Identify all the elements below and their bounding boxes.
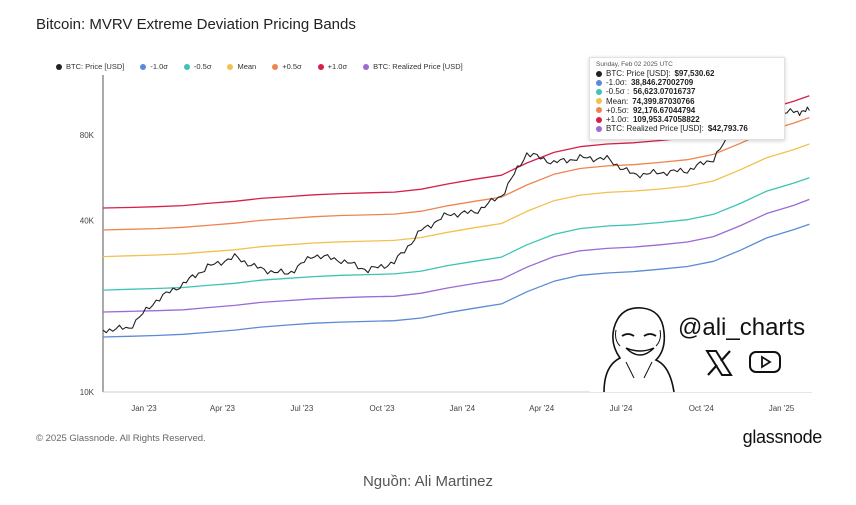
x-tick-label: Oct '23 — [370, 404, 396, 413]
series-line — [102, 223, 810, 338]
tooltip-label: +1.0σ: — [606, 115, 629, 125]
x-tick-label: Jul '24 — [610, 404, 633, 413]
tooltip-dot-icon — [596, 125, 602, 132]
legend-dot-icon — [363, 63, 370, 70]
legend-label: -1.0σ — [150, 62, 168, 71]
x-tick-label: Oct '24 — [689, 404, 715, 413]
x-tick-label: Jan '23 — [131, 404, 157, 413]
y-tick-label: 40K — [80, 217, 95, 226]
tooltip-label: BTC: Realized Price [USD]: — [606, 124, 704, 134]
y-tick-label: 80K — [80, 131, 95, 140]
tooltip-value: 38,846.27002709 — [630, 78, 694, 88]
legend-dot-icon — [317, 63, 324, 70]
legend-dot-icon — [183, 63, 190, 70]
tooltip-dot-icon — [596, 107, 602, 114]
tooltip-row: -1.0σ: 38,846.27002709 — [596, 78, 778, 87]
series-line — [102, 198, 810, 313]
y-tick-label: 10K — [80, 388, 95, 397]
x-tick-label: Apr '24 — [529, 404, 555, 413]
legend-item[interactable]: +1.0σ — [317, 62, 348, 71]
glassnode-logo: glassnode — [742, 427, 823, 447]
legend-dot-icon — [140, 63, 147, 70]
legend: BTC: Price [USD] -1.0σ -0.5σ Mean +0.5σ +1.0σ… — [56, 62, 463, 71]
promo-handle: @ali_charts — [678, 314, 806, 341]
tooltip-dot-icon — [596, 79, 602, 86]
legend-dot-icon — [56, 63, 62, 70]
tooltip-label: +0.5σ: — [606, 105, 629, 115]
tooltip-dot-icon — [596, 98, 602, 105]
series-line — [102, 116, 810, 231]
legend-item[interactable]: BTC: Price [USD] — [56, 62, 124, 71]
series-line — [102, 177, 810, 291]
copyright-text: © 2025 Glassnode. All Rights Reserved. — [36, 433, 206, 444]
x-tick-label: Jan '25 — [769, 404, 795, 413]
tooltip-row: BTC: Realized Price [USD]: $42,793.76 — [596, 124, 778, 133]
tooltip-row: +0.5σ: 92,176.67044794 — [596, 106, 778, 115]
legend-dot-icon — [227, 63, 234, 70]
legend-label: +0.5σ — [282, 62, 302, 71]
x-logo-icon[interactable] — [704, 348, 734, 378]
tooltip-row: -0.5σ :56,623.07016737 — [596, 87, 778, 96]
tooltip-value: 109,953.47058822 — [632, 115, 700, 125]
legend-label: Mean — [237, 62, 257, 71]
tooltip-label: -0.5σ : — [606, 87, 630, 97]
legend-label: BTC: Price [USD] — [66, 62, 125, 71]
x-tick-label: Jan '24 — [450, 404, 476, 413]
series-line — [102, 106, 810, 334]
chart-title: Bitcoin: MVRV Extreme Deviation Pricing … — [36, 16, 356, 33]
tooltip-value: $42,793.76 — [707, 124, 748, 134]
tooltip-value: 74,399.87030766 — [632, 96, 695, 106]
youtube-icon[interactable] — [748, 348, 782, 376]
x-tick-label: Jul '23 — [290, 404, 313, 413]
tooltip-label: Mean: — [606, 96, 629, 106]
x-tick-label: Apr '23 — [210, 404, 236, 413]
promo-card: @ali_charts — [590, 300, 816, 392]
tooltip-row: Mean: 74,399.87030766 — [596, 97, 778, 106]
legend-dot-icon — [272, 63, 279, 70]
legend-item[interactable]: Mean — [227, 62, 256, 71]
tooltip-dot-icon — [596, 70, 602, 77]
legend-label: BTC: Realized Price [USD] — [373, 62, 463, 71]
tooltip-value: $97,530.62 — [674, 69, 715, 78]
tooltip-value: 92,176.67044794 — [632, 105, 696, 115]
tooltip-value: 56,623.07016737 — [633, 87, 696, 97]
legend-label: +1.0σ — [327, 62, 348, 71]
tooltip: Sunday, Feb 02 2025 UTC BTC: Price [USD]… — [589, 57, 785, 140]
legend-item[interactable]: -1.0σ — [140, 62, 168, 71]
meme-face-icon — [603, 307, 675, 392]
tooltip-label: BTC: Price [USD]: — [606, 69, 671, 78]
legend-item[interactable]: -0.5σ — [183, 62, 212, 71]
tooltip-date: Sunday, Feb 02 2025 UTC — [596, 61, 673, 68]
tooltip-dot-icon — [596, 116, 602, 123]
legend-label: -0.5σ — [193, 62, 212, 71]
tooltip-row: BTC: Price [USD]: $97,530.62 — [596, 69, 778, 78]
tooltip-label: -1.0σ: — [606, 78, 627, 88]
legend-item[interactable]: +0.5σ — [272, 62, 302, 71]
series-line — [102, 143, 810, 258]
legend-item[interactable]: BTC: Realized Price [USD] — [363, 62, 463, 71]
tooltip-dot-icon — [596, 89, 602, 95]
tooltip-row: +1.0σ: 109,953.47058822 — [596, 115, 778, 124]
source-caption: Nguồn: Ali Martinez — [362, 473, 494, 490]
